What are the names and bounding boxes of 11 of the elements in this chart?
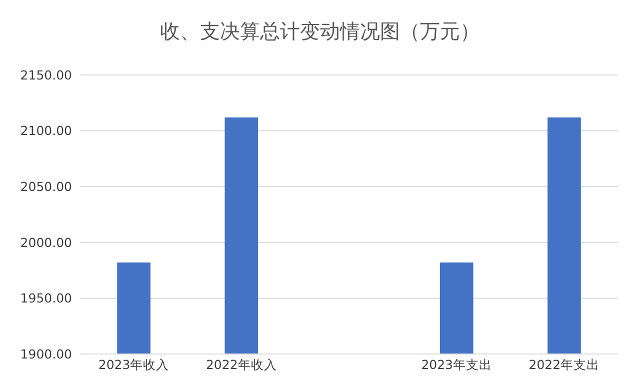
x-tick-label: 2022年支出 xyxy=(528,357,600,372)
x-tick-label: 2023年收入 xyxy=(98,357,170,372)
y-tick-label: 2100.00 xyxy=(20,123,72,138)
y-tick-label: 1900.00 xyxy=(20,346,72,362)
x-tick-label: 2023年支出 xyxy=(421,357,492,372)
chart-title: 收、支决算总计变动情况图（万元） xyxy=(160,19,480,43)
x-tick-label: 2022年收入 xyxy=(206,357,277,372)
y-tick-label: 2150.00 xyxy=(20,67,72,82)
y-tick-label: 1950.00 xyxy=(20,290,72,306)
y-tick-label: 2000.00 xyxy=(20,234,72,250)
y-tick-label: 2050.00 xyxy=(20,178,72,194)
